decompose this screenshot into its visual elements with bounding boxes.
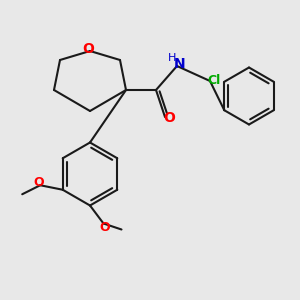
Text: H: H xyxy=(168,52,177,63)
Text: O: O xyxy=(100,220,110,234)
Text: O: O xyxy=(33,176,44,189)
Text: O: O xyxy=(164,112,175,125)
Text: Cl: Cl xyxy=(207,74,220,87)
Text: N: N xyxy=(174,58,185,71)
Text: O: O xyxy=(82,43,94,56)
